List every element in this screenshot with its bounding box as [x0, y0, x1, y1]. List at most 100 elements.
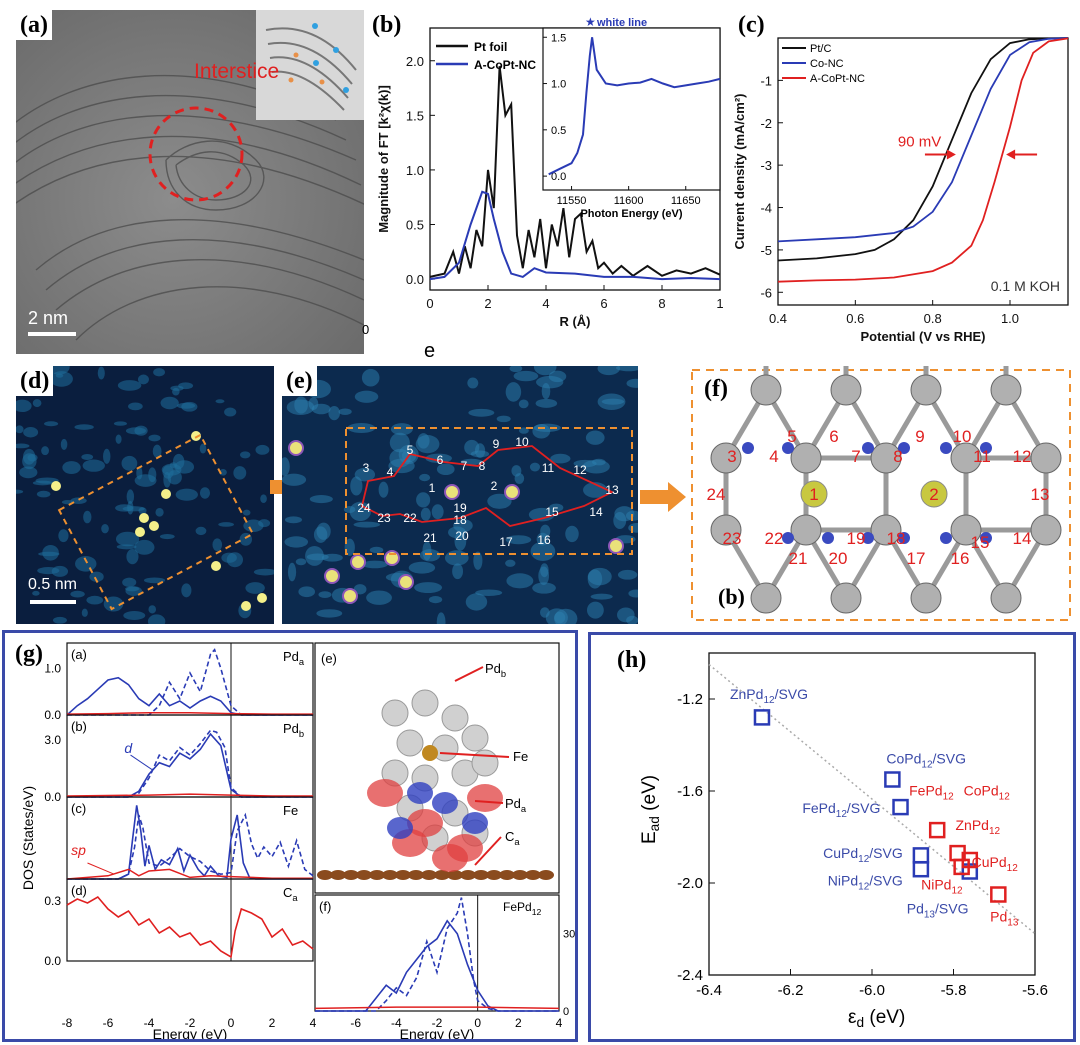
- x-tick-label: -6.2: [778, 982, 804, 999]
- substrate-atom: [356, 870, 372, 880]
- site-number: 10: [953, 427, 972, 446]
- substrate-atom: [369, 870, 385, 880]
- noise-blob: [121, 455, 138, 471]
- noise-blob: [233, 466, 247, 480]
- noise-blob: [541, 382, 551, 400]
- y-tick-label: 0.5: [406, 218, 424, 233]
- y-tick-label: 0.0: [44, 954, 61, 968]
- label-copd12: CoPd12/SVG: [886, 750, 966, 770]
- panel-a-tem-image: (a) Interstice 2 nm: [16, 10, 364, 354]
- atom-bright-spot: [257, 593, 267, 603]
- y-tick-label: -1.6: [677, 783, 703, 800]
- noise-blob: [344, 538, 355, 556]
- noise-blob: [159, 533, 175, 540]
- noise-blob: [172, 387, 180, 396]
- red-data-point: [928, 821, 946, 839]
- y-tick-label: -1: [760, 73, 772, 88]
- pd-atom: [461, 724, 489, 752]
- label-fepd12: FePd12/SVG: [802, 800, 880, 820]
- substrate-atom: [460, 870, 476, 880]
- x-tick-label: -5.8: [941, 982, 967, 999]
- noise-blob: [117, 380, 142, 391]
- site-number: 1: [809, 485, 818, 504]
- legend-label: Co-NC: [810, 58, 844, 70]
- noise-blob: [219, 469, 227, 476]
- dos-d-series: [67, 805, 313, 880]
- y-tick-label: 1.5: [406, 108, 424, 123]
- noise-blob: [153, 368, 165, 377]
- site-number: 21: [789, 549, 808, 568]
- noise-blob: [242, 509, 251, 516]
- nitrogen-atom: [782, 442, 794, 454]
- inset-x-tick-label: 11650: [671, 195, 701, 207]
- y-axis-label: Magnitude of FT [k²χ(k)]: [376, 85, 391, 233]
- noise-blob: [586, 601, 604, 619]
- noise-blob: [175, 488, 198, 501]
- series-line-0: [777, 37, 1069, 262]
- noise-blob: [615, 366, 638, 372]
- noise-blob: [282, 473, 307, 486]
- noise-blob: [32, 399, 42, 408]
- pd-atom: [471, 749, 499, 777]
- noise-blob: [506, 573, 534, 589]
- x-tick-label: 2: [515, 1016, 522, 1030]
- inset-series-line: [548, 37, 721, 176]
- site-number: 20: [455, 529, 469, 543]
- dos-sp-series: [66, 793, 313, 797]
- noise-blob: [181, 583, 192, 598]
- blue-data-point: [892, 798, 909, 816]
- site-number: 23: [723, 529, 742, 548]
- zoom-box: [345, 427, 633, 555]
- site-number: 13: [1031, 485, 1050, 504]
- noise-blob: [626, 378, 638, 388]
- noise-blob: [97, 366, 105, 380]
- noise-blob: [309, 495, 333, 504]
- annotation-arrow: [87, 862, 115, 875]
- inset-x-tick-label: 11600: [614, 195, 644, 207]
- noise-blob: [321, 553, 343, 562]
- site-number: 11: [542, 461, 555, 475]
- noise-blob: [113, 421, 127, 426]
- x-tick-label: 6: [600, 296, 607, 311]
- dos-subpanel-label: (c): [71, 801, 86, 816]
- nitrogen-atom: [862, 442, 874, 454]
- noise-blob: [83, 510, 92, 524]
- noise-blob: [505, 535, 532, 545]
- noise-blob: [496, 415, 511, 423]
- noise-blob: [353, 584, 367, 595]
- noise-blob: [536, 375, 564, 389]
- noise-blob: [50, 371, 73, 387]
- dos-d-series: [315, 897, 559, 1012]
- noise-blob: [258, 519, 271, 528]
- noise-blob: [628, 589, 638, 598]
- stray-letter-e: e: [424, 340, 436, 362]
- y-tick-label: -5: [760, 243, 772, 258]
- dos-subplot-frame: [66, 796, 314, 880]
- dos-subpanel-label: (b): [71, 719, 87, 734]
- noise-blob: [428, 596, 443, 604]
- inset-y-tick-label: 0.5: [551, 125, 566, 137]
- noise-blob: [448, 526, 466, 539]
- carbon-atom: [910, 582, 942, 614]
- panel-d-haadf-image: (d) 0.5 nm: [16, 366, 274, 624]
- noise-blob: [239, 532, 253, 546]
- carbon-atom: [790, 442, 822, 474]
- noise-blob: [573, 459, 597, 468]
- site-number: 12: [573, 463, 587, 477]
- site-number: 15: [545, 505, 559, 519]
- label-znpd12-red: ZnPd12: [956, 817, 1001, 837]
- red-data-point: [990, 886, 1007, 903]
- carbon-atom: [990, 582, 1022, 614]
- site-number: 5: [407, 443, 414, 457]
- noise-blob: [585, 430, 605, 445]
- site-number: 24: [357, 501, 371, 515]
- noise-blob: [529, 462, 541, 472]
- noise-blob: [176, 402, 196, 409]
- noise-blob: [390, 423, 413, 436]
- atom-bright-spot: [324, 568, 340, 584]
- tem-image: [16, 10, 364, 354]
- noise-blob: [316, 609, 343, 618]
- noise-blob: [518, 399, 529, 409]
- noise-blob: [74, 424, 94, 430]
- panel-label-h: (h): [613, 645, 651, 675]
